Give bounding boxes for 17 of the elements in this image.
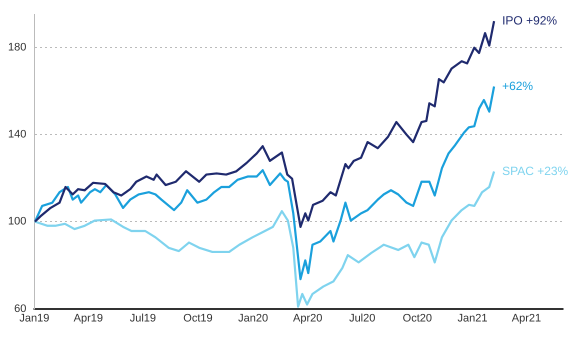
x-tick-label: Apr19 bbox=[74, 312, 103, 324]
x-tick-label: Jan19 bbox=[19, 312, 50, 324]
series-label: IPO +92% bbox=[502, 13, 558, 28]
x-tick-label: Oct20 bbox=[402, 312, 432, 324]
x-tick-label: Apr21 bbox=[512, 312, 542, 324]
y-tick-label: 100 bbox=[8, 216, 26, 228]
series-label: SPAC +23% bbox=[502, 164, 569, 178]
y-tick-label: 180 bbox=[8, 41, 26, 54]
x-tick-label: Jul20 bbox=[349, 312, 376, 324]
y-tick-label: 140 bbox=[8, 128, 26, 140]
x-tick-label: Jan20 bbox=[238, 312, 268, 324]
x-tick-label: Oct19 bbox=[183, 312, 213, 324]
x-tick-label: Jan21 bbox=[458, 312, 488, 324]
y-tick-label: 60 bbox=[14, 302, 26, 315]
series-label: +62% bbox=[502, 78, 534, 93]
x-tick-label: Apr20 bbox=[292, 312, 322, 324]
x-tick-label: Jul19 bbox=[130, 312, 156, 324]
